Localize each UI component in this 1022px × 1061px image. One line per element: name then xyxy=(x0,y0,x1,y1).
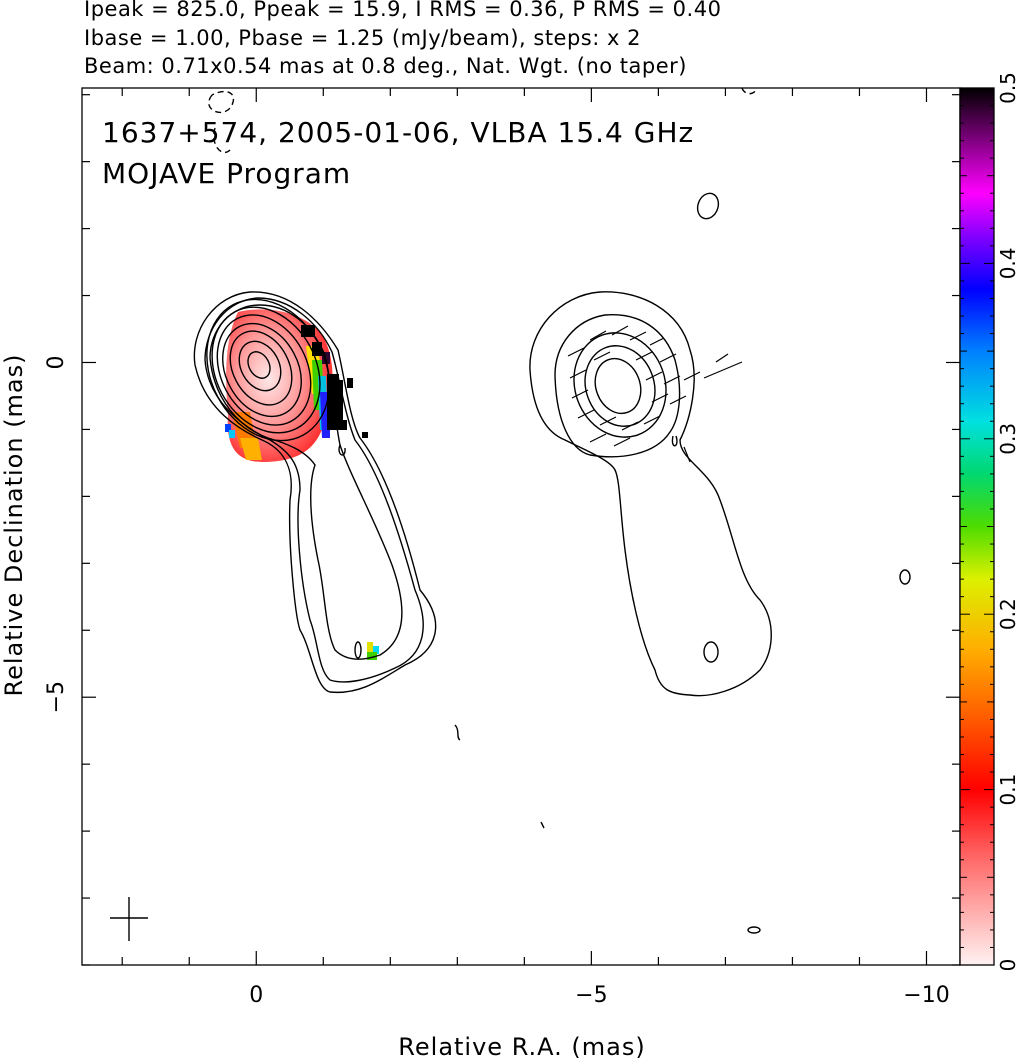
polarization-jet-green xyxy=(367,652,377,660)
evpa-tick xyxy=(577,409,595,419)
x-axis-label: Relative R.A. (mas) xyxy=(398,1033,645,1061)
polarization-jet-cyan xyxy=(373,646,379,654)
polarization-cyan-pixel xyxy=(229,430,235,438)
evpa-tick xyxy=(643,415,661,425)
contour-level-7 xyxy=(222,322,302,418)
y-tick-label: −5 xyxy=(44,681,69,713)
evpa-tick xyxy=(629,331,647,341)
pol-contour-blob xyxy=(703,641,719,663)
x-tick-label: −5 xyxy=(575,983,607,1008)
evpa-tick xyxy=(649,337,665,346)
dashed-contour-top-left xyxy=(208,90,235,114)
contour-level-4 xyxy=(206,298,330,442)
evpa-tick xyxy=(599,416,617,426)
contour-level-8 xyxy=(229,330,293,406)
polarization-blue-pixel xyxy=(225,424,231,432)
pol-contour-level-3 xyxy=(573,332,667,438)
colorbar-tick-label: 0 xyxy=(996,959,1020,972)
colorbar-tick-label: 0.2 xyxy=(996,598,1020,630)
contour-level-9 xyxy=(238,340,282,392)
header-line-2: Ibase = 1.00, Pbase = 1.25 (mJy/beam), s… xyxy=(84,26,641,50)
pol-contour-small xyxy=(671,435,678,447)
pol-contour-level-2 xyxy=(554,314,681,458)
evpa-tick xyxy=(569,369,587,379)
contour-blob-small xyxy=(338,444,346,456)
y-axis-label: Relative Declination (mas) xyxy=(0,353,28,696)
contour-noise-1 xyxy=(454,724,461,741)
evpa-tick xyxy=(589,330,607,341)
polarization-edge-black-2 xyxy=(301,325,315,337)
evpa-tick xyxy=(683,371,701,381)
evpa-tick xyxy=(715,353,729,363)
contour-noise-5 xyxy=(696,192,720,220)
y-tick-label: 0 xyxy=(44,355,69,369)
contour-level-6 xyxy=(216,314,312,426)
contour-noise-2 xyxy=(540,821,545,829)
pol-contour-level-1 xyxy=(529,291,772,697)
evpa-tick-long xyxy=(703,361,743,379)
evpa-tick xyxy=(663,375,681,385)
polarization-edge-black-7 xyxy=(362,432,368,438)
header-line-3: Beam: 0.71x0.54 mas at 0.8 deg., Nat. Wg… xyxy=(84,54,687,78)
contour-level-1 xyxy=(193,291,437,694)
evpa-tick xyxy=(683,446,691,463)
evpa-tick xyxy=(611,325,629,336)
evpa-tick xyxy=(593,351,611,361)
polarized-intensity-contours xyxy=(529,291,772,697)
contour-level-5 xyxy=(211,306,321,434)
x-tick-label: 0 xyxy=(249,983,263,1008)
evpa-tick xyxy=(621,421,639,431)
chart-title: 1637+574, 2005-01-06, VLBA 15.4 GHz xyxy=(102,116,694,149)
evpa-tick xyxy=(651,393,669,403)
chart-subtitle: MOJAVE Program xyxy=(102,157,351,190)
dashed-contour-top xyxy=(741,87,757,95)
colorbar-tick-label: 0.4 xyxy=(996,247,1020,279)
contour-noise-3 xyxy=(747,926,761,934)
colorbar-tick-label: 0.1 xyxy=(996,774,1020,806)
header-line-1: Ipeak = 825.0, Ppeak = 15.9, I RMS = 0.3… xyxy=(84,0,722,21)
fractional-polarization-map xyxy=(225,309,379,660)
evpa-tick xyxy=(571,389,589,399)
polarization-edge-black-5 xyxy=(339,420,347,430)
contour-blob-jet xyxy=(354,641,362,659)
axis-ticks xyxy=(82,88,960,966)
beam-cross xyxy=(110,897,148,941)
dashed-contour-top-left-2 xyxy=(213,127,231,154)
polarization-edge-black-6 xyxy=(347,378,353,388)
evpa-tick xyxy=(567,347,585,357)
x-tick-label: −10 xyxy=(903,983,949,1008)
pol-contour-level-5 xyxy=(594,357,642,415)
polarization-core-red xyxy=(226,309,333,462)
contour-noise-4 xyxy=(899,569,911,585)
evpa-tick xyxy=(659,353,677,363)
colorbar-ticks xyxy=(960,87,994,966)
contour-level-2 xyxy=(204,297,424,683)
contour-level-10 xyxy=(247,351,271,379)
plot-frame xyxy=(81,87,961,966)
polarization-jet-yellow xyxy=(367,642,373,652)
intensity-contours xyxy=(193,87,911,934)
evpa-tick xyxy=(635,351,653,361)
colorbar-tick-label: 0.3 xyxy=(996,423,1020,455)
colorbar-tick-label: 0.5 xyxy=(996,72,1020,104)
evpa-tick xyxy=(613,437,631,447)
evpa-tick xyxy=(589,433,607,443)
evpa-tick xyxy=(669,395,687,405)
polarization-edge-yellow xyxy=(240,438,262,460)
evpa-tick xyxy=(645,371,663,381)
polarization-edge-black-4 xyxy=(335,380,343,420)
evpa-vectors xyxy=(567,325,743,463)
